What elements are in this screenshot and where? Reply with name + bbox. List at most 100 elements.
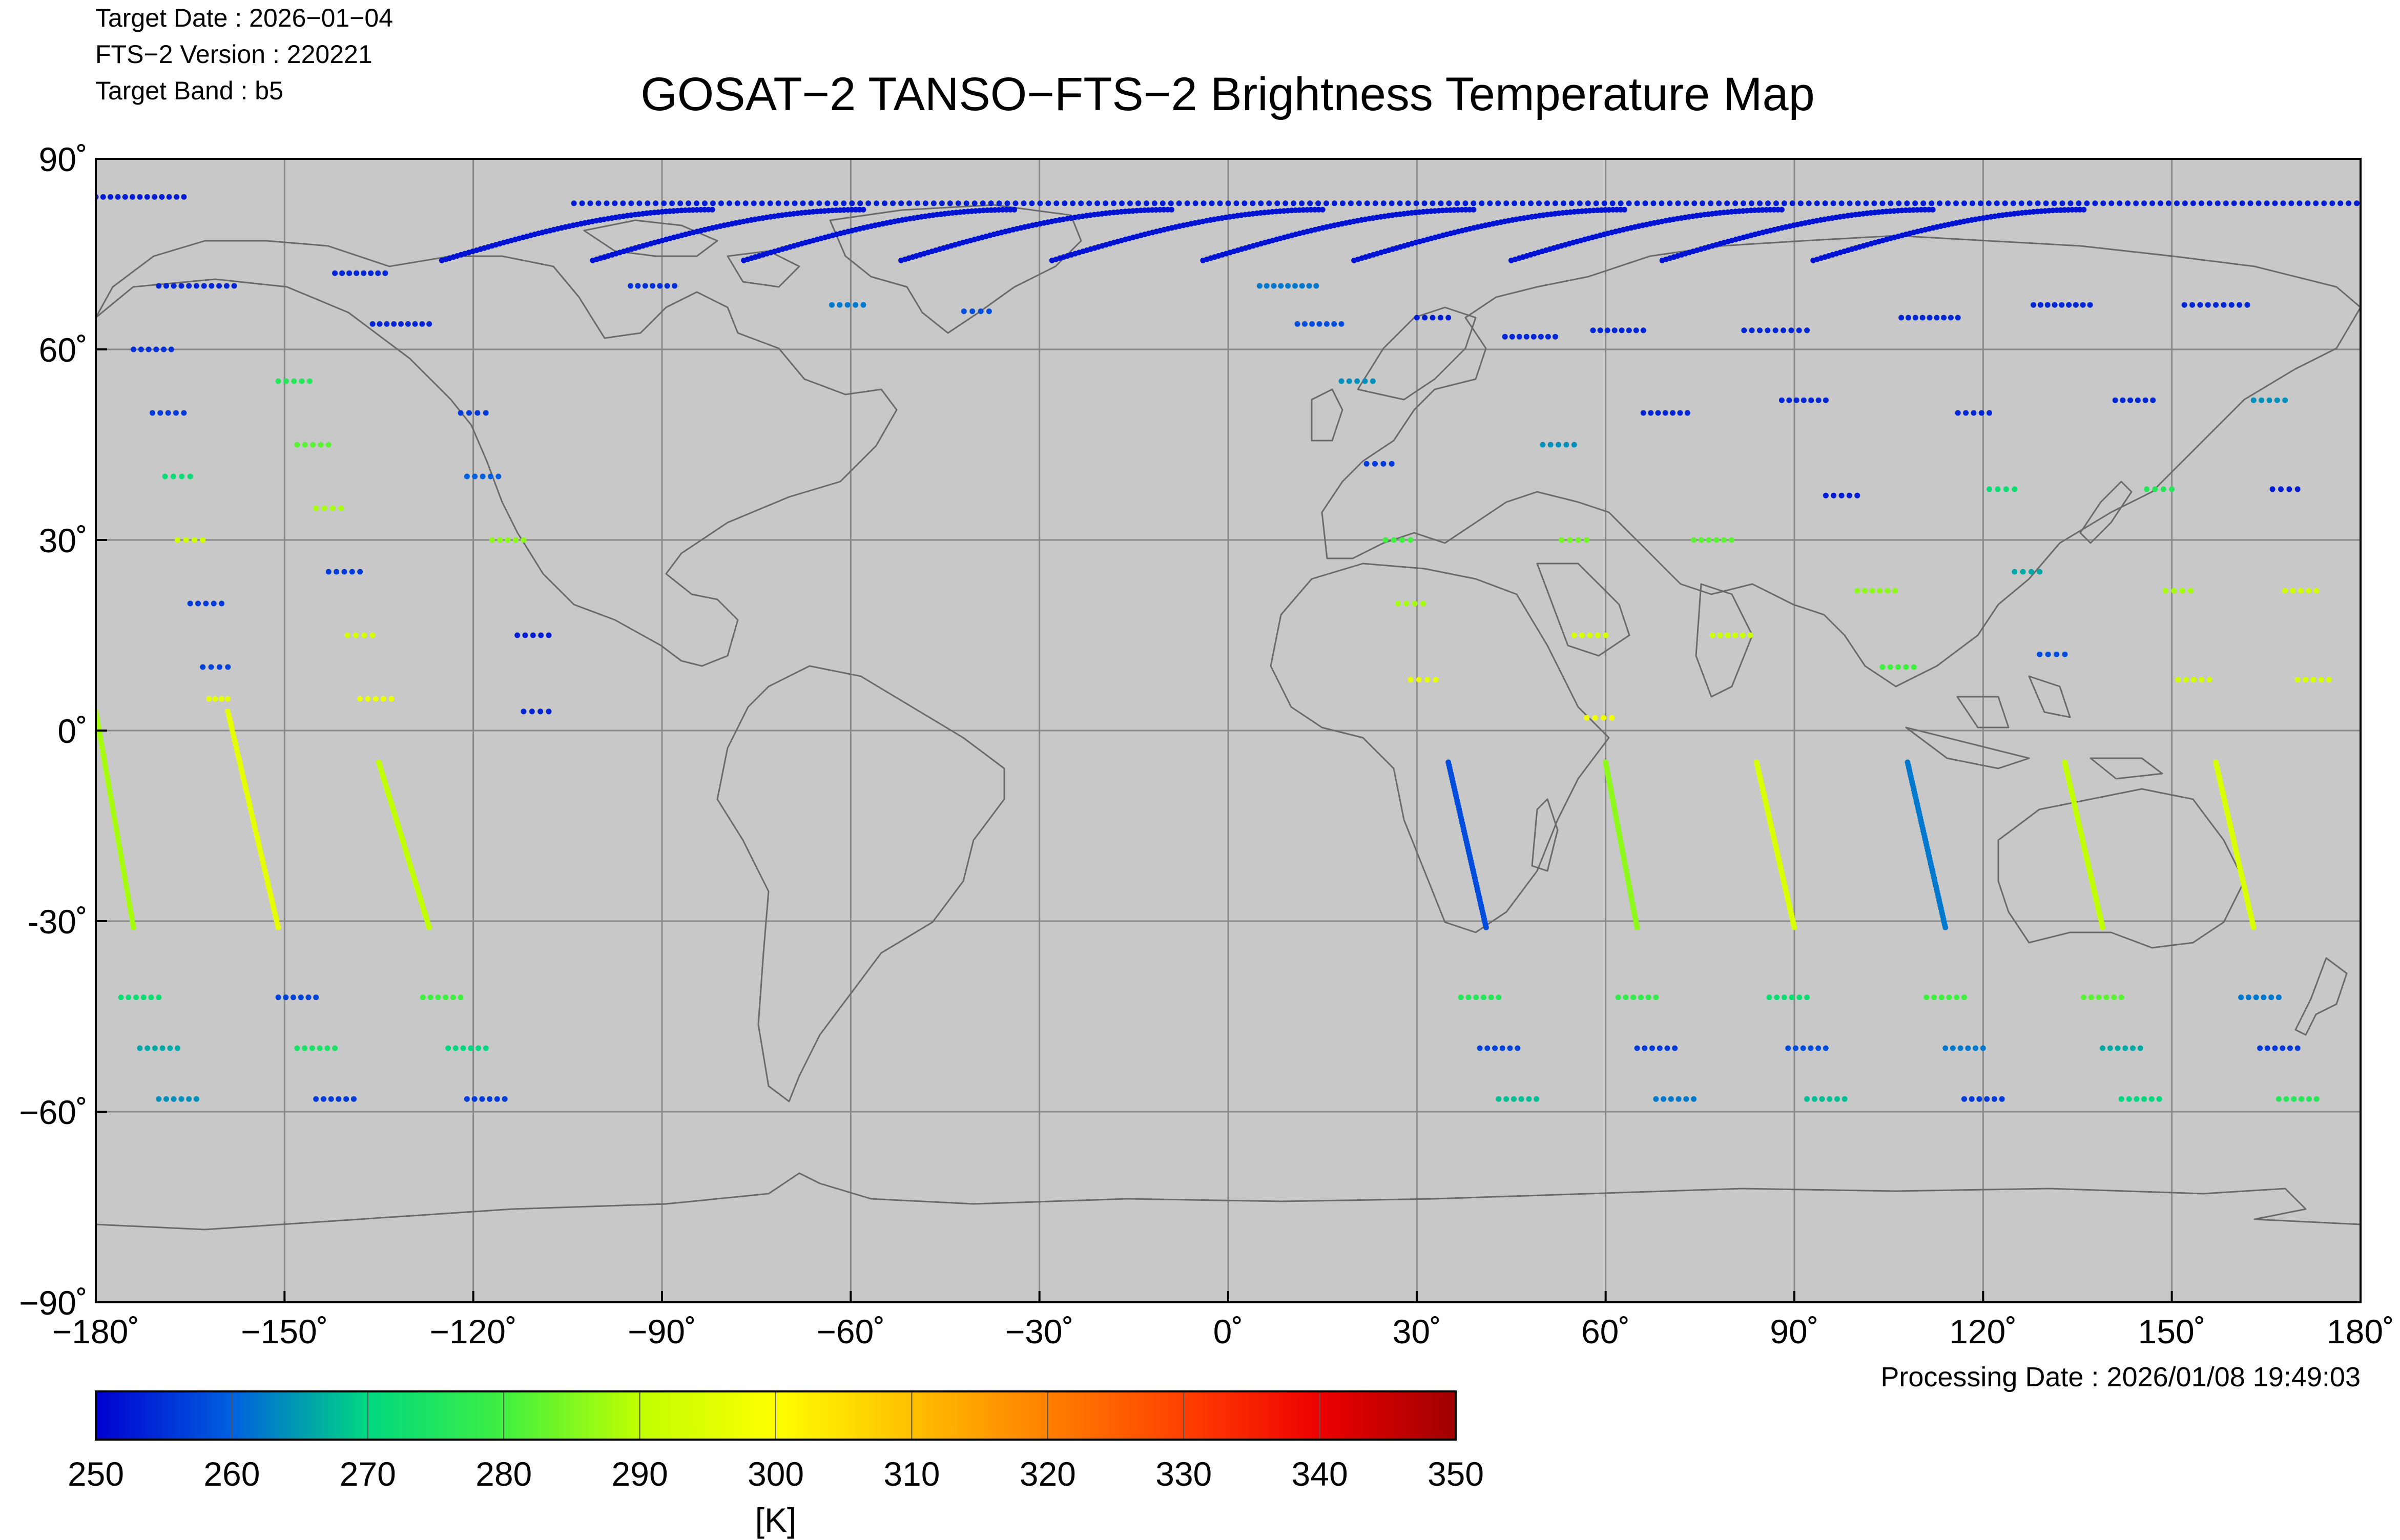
polar-point bbox=[1479, 200, 1485, 206]
scan-point bbox=[1556, 442, 1562, 448]
scan-point bbox=[1846, 492, 1852, 498]
scan-point bbox=[318, 442, 324, 448]
scan-point bbox=[1414, 315, 1420, 321]
polar-point bbox=[669, 200, 675, 206]
polar-point bbox=[2198, 200, 2204, 206]
scan-point bbox=[137, 194, 143, 200]
scan-point bbox=[2275, 994, 2282, 1001]
polar-point bbox=[1446, 200, 1452, 206]
polar-point bbox=[1781, 200, 1787, 206]
polar-point bbox=[898, 200, 904, 206]
polar-point bbox=[1282, 200, 1289, 206]
scan-point bbox=[1590, 327, 1596, 334]
scan-point bbox=[2238, 994, 2244, 1001]
x-tick-label: −120˚ bbox=[429, 1313, 517, 1350]
scan-point bbox=[2310, 677, 2316, 683]
scan-point bbox=[2087, 302, 2093, 308]
scan-point bbox=[225, 696, 231, 702]
scan-point bbox=[420, 994, 426, 1001]
scan-point bbox=[325, 442, 332, 448]
scan-point bbox=[1306, 283, 1312, 289]
polar-point bbox=[595, 200, 602, 206]
scan-point bbox=[1987, 410, 1993, 416]
scan-point bbox=[175, 1045, 181, 1051]
polar-point bbox=[2223, 200, 2229, 206]
polar-point bbox=[2329, 200, 2335, 206]
polar-point bbox=[1626, 200, 1632, 206]
scan-point bbox=[291, 378, 297, 384]
polar-point bbox=[2272, 200, 2278, 206]
scan-point bbox=[2127, 397, 2134, 403]
colorbar-tick-label: 270 bbox=[340, 1455, 396, 1493]
polar-point bbox=[2133, 200, 2139, 206]
scan-point bbox=[153, 346, 159, 352]
scan-point bbox=[1437, 315, 1443, 321]
scan-point bbox=[1911, 664, 1917, 670]
scan-point bbox=[339, 270, 345, 276]
polar-point bbox=[1356, 200, 1362, 206]
coastline-british-isles bbox=[1311, 388, 1343, 442]
scan-point bbox=[1934, 315, 1940, 321]
orbit-arc-point bbox=[1319, 206, 1326, 213]
scan-point bbox=[443, 994, 449, 1001]
polar-point bbox=[1577, 200, 1583, 206]
scan-point bbox=[381, 696, 387, 702]
polar-point bbox=[2354, 200, 2360, 206]
scan-point bbox=[1412, 600, 1418, 607]
scan-point bbox=[2003, 486, 2009, 492]
scan-point bbox=[2228, 302, 2235, 308]
scan-point bbox=[219, 696, 225, 702]
x-tick-label: 0˚ bbox=[1213, 1313, 1244, 1350]
scan-point bbox=[2206, 677, 2212, 683]
scan-point bbox=[219, 600, 225, 607]
scan-point bbox=[1877, 588, 1883, 594]
scan-point bbox=[628, 283, 634, 289]
scan-point bbox=[1892, 588, 1898, 594]
polar-point bbox=[1380, 200, 1387, 206]
scan-point bbox=[2282, 397, 2288, 403]
scan-point bbox=[1927, 315, 1933, 321]
scan-point bbox=[275, 378, 281, 384]
scan-point bbox=[479, 1096, 485, 1102]
x-tick-label: −60˚ bbox=[816, 1313, 885, 1350]
polar-point bbox=[2051, 200, 2057, 206]
scan-point bbox=[1819, 1096, 1825, 1102]
scan-point bbox=[458, 994, 464, 1001]
x-tick-label: 60˚ bbox=[1581, 1313, 1630, 1350]
scan-point bbox=[162, 473, 168, 480]
scan-point bbox=[2197, 302, 2203, 308]
scan-point bbox=[1995, 486, 2001, 492]
polar-point bbox=[915, 200, 920, 206]
scan-point bbox=[1788, 327, 1794, 334]
scan-point bbox=[1662, 410, 1668, 416]
scan-point bbox=[487, 1096, 493, 1102]
polar-point bbox=[1937, 200, 1943, 206]
scan-point bbox=[513, 537, 519, 543]
scan-point bbox=[1973, 1045, 1979, 1051]
scan-point bbox=[2280, 1045, 2286, 1051]
polar-point bbox=[1528, 200, 1534, 206]
scan-point bbox=[521, 709, 527, 715]
polar-point bbox=[1977, 200, 1983, 206]
scan-point bbox=[1458, 994, 1464, 1001]
polar-point bbox=[628, 200, 634, 206]
y-tick-label: -30˚ bbox=[28, 903, 88, 941]
scan-point bbox=[126, 994, 132, 1001]
scan-point bbox=[187, 600, 193, 607]
scan-point bbox=[2169, 486, 2175, 492]
scan-point bbox=[1657, 1045, 1663, 1051]
polar-point bbox=[1961, 200, 1967, 206]
scan-point bbox=[1595, 632, 1601, 638]
scan-point bbox=[530, 632, 536, 638]
scan-point bbox=[186, 283, 192, 289]
scan-point bbox=[2188, 588, 2194, 594]
x-tick-label: 90˚ bbox=[1770, 1313, 1818, 1350]
scan-point bbox=[1815, 1045, 1822, 1051]
polar-point bbox=[587, 200, 593, 206]
scan-point bbox=[195, 600, 201, 607]
polar-point bbox=[645, 200, 651, 206]
scan-point bbox=[2118, 1096, 2124, 1102]
scan-point bbox=[1879, 664, 1886, 670]
scan-point bbox=[1331, 321, 1337, 327]
scan-point bbox=[1645, 994, 1651, 1001]
